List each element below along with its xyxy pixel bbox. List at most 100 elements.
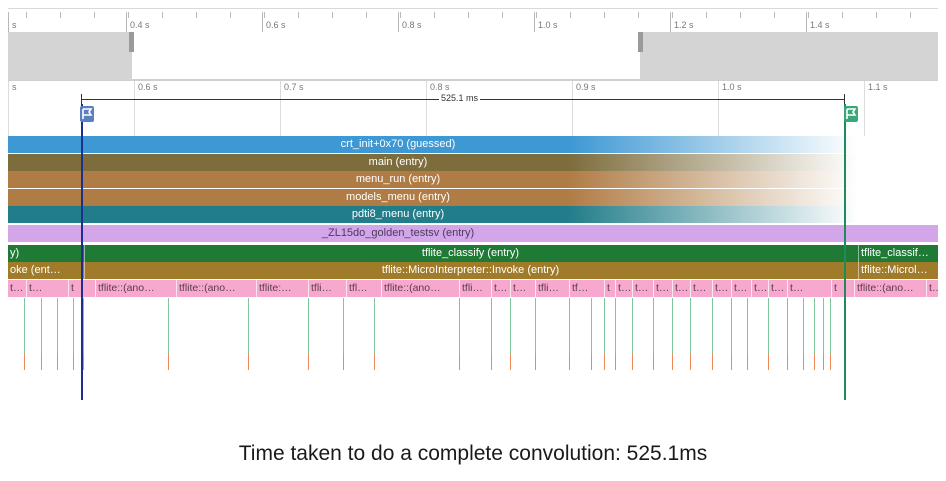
op-slice[interactable]: tfli… bbox=[459, 280, 491, 297]
invoke-main-slice[interactable]: tflite::MicroInterpreter::Invoke (entry) bbox=[84, 262, 856, 279]
op-slice[interactable]: t… bbox=[632, 280, 653, 297]
event-marker bbox=[653, 298, 654, 370]
trace-viewer[interactable]: s 0.4 s 0.6 s 0.8 s 1.0 s 1.2 s 1.4 s s 0.6 s 0.… bbox=[8, 8, 938, 400]
op-slice[interactable]: t… bbox=[787, 280, 831, 297]
call-stack-tracks[interactable]: crt_init+0x70 (guessed) main (entry) menu_… bbox=[8, 136, 938, 298]
event-marker bbox=[604, 298, 605, 370]
overview-left-handle[interactable] bbox=[129, 32, 134, 52]
overview-minor-tick bbox=[332, 12, 333, 18]
op-slice[interactable]: t… bbox=[751, 280, 768, 297]
event-marker bbox=[814, 298, 815, 370]
overview-minor-tick bbox=[808, 12, 809, 18]
op-slice[interactable]: t… bbox=[653, 280, 672, 297]
op-slice[interactable]: t… bbox=[926, 280, 938, 297]
event-marker bbox=[823, 298, 824, 370]
event-marker bbox=[672, 298, 673, 370]
event-marker bbox=[569, 298, 570, 370]
op-slice[interactable]: tflite::(ano… bbox=[854, 280, 926, 297]
duration-label: 525.1 ms bbox=[439, 93, 481, 103]
classify-right-slice[interactable]: tflite_classif… bbox=[858, 245, 938, 262]
overview-right-handle[interactable] bbox=[638, 32, 643, 52]
ruler-gridline bbox=[426, 80, 427, 136]
overview-minor-tick bbox=[162, 12, 163, 18]
end-flag-icon[interactable] bbox=[844, 106, 858, 122]
overview-major-tick bbox=[8, 12, 9, 32]
op-slice[interactable]: tflite::(ano… bbox=[95, 280, 176, 297]
overview-minor-tick bbox=[706, 12, 707, 18]
op-track[interactable]: t… t… t tflite::(ano… tflite::(ano… tflite:… t… bbox=[8, 280, 938, 297]
event-marker bbox=[731, 298, 732, 370]
op-slice[interactable]: tfli… bbox=[535, 280, 569, 297]
op-slice[interactable]: t bbox=[68, 280, 95, 297]
classify-track[interactable]: y) tflite_classify (entry) tflite_classif… bbox=[8, 245, 938, 262]
ruler-tick-label: 0.7 s bbox=[284, 82, 304, 92]
stack-frame-track[interactable]: crt_init+0x70 (guessed) bbox=[8, 136, 938, 153]
event-marker bbox=[24, 298, 25, 370]
classify-main-slice[interactable]: tflite_classify (entry) bbox=[84, 245, 856, 262]
event-marker bbox=[591, 298, 592, 370]
overview-tick-label: s bbox=[12, 20, 17, 30]
stack-frame-track[interactable]: _ZL15do_golden_testsv (entry) bbox=[8, 225, 938, 242]
stack-frame-track[interactable]: menu_run (entry) bbox=[8, 171, 938, 188]
event-marker bbox=[803, 298, 804, 370]
ruler-tick-label: 1.1 s bbox=[868, 82, 888, 92]
overview-minor-tick bbox=[570, 12, 571, 18]
op-slice[interactable]: tflite::(ano… bbox=[176, 280, 256, 297]
overview-strip[interactable] bbox=[8, 32, 938, 80]
op-slice[interactable]: t… bbox=[768, 280, 787, 297]
event-marker bbox=[787, 298, 788, 370]
caption: Time taken to do a complete convolution:… bbox=[238, 442, 708, 465]
stack-frame-label: main (entry) bbox=[368, 155, 428, 168]
op-slice[interactable]: t… bbox=[10, 282, 24, 294]
event-marker bbox=[830, 298, 831, 370]
event-marker bbox=[41, 298, 42, 370]
overview-minor-tick bbox=[26, 12, 27, 18]
overview-major-tick bbox=[126, 12, 127, 32]
invoke-left-slice[interactable]: oke (ent… bbox=[10, 264, 61, 276]
op-slice[interactable]: t… bbox=[712, 280, 731, 297]
op-slice[interactable]: t… bbox=[690, 280, 712, 297]
event-marker bbox=[168, 298, 169, 370]
stack-frame-track[interactable]: models_menu (entry) bbox=[8, 188, 938, 206]
invoke-right-slice[interactable]: tflite::Microl… bbox=[858, 262, 938, 279]
event-marker bbox=[690, 298, 691, 370]
overview-major-tick bbox=[398, 12, 399, 32]
op-slice[interactable]: t… bbox=[731, 280, 751, 297]
op-slice[interactable]: t… bbox=[510, 280, 535, 297]
overview-minor-tick bbox=[502, 12, 503, 18]
overview-minor-tick bbox=[230, 12, 231, 18]
op-slice[interactable]: t… bbox=[672, 280, 690, 297]
overview-minor-tick bbox=[638, 12, 639, 18]
start-cursor-line[interactable] bbox=[81, 104, 83, 400]
invoke-track[interactable]: oke (ent… tflite::MicroInterpreter::Invok… bbox=[8, 262, 938, 279]
overview-tick-label: 1.0 s bbox=[538, 20, 558, 30]
stack-frame-track[interactable]: pdti8_menu (entry) bbox=[8, 206, 938, 223]
ruler-tick-label: 1.0 s bbox=[722, 82, 742, 92]
ruler-baseline bbox=[8, 80, 938, 81]
op-slice[interactable]: t… bbox=[491, 280, 510, 297]
op-slice[interactable]: tfl… bbox=[346, 280, 381, 297]
stack-frame-track[interactable]: main (entry) bbox=[8, 153, 938, 171]
overview-major-tick bbox=[670, 12, 671, 32]
ruler-tick-label: s bbox=[12, 82, 17, 92]
ruler-gridline bbox=[718, 80, 719, 136]
ruler-gridline bbox=[8, 80, 9, 136]
overview-major-tick bbox=[806, 12, 807, 32]
op-slice[interactable]: tf… bbox=[569, 280, 604, 297]
start-flag-icon[interactable] bbox=[80, 106, 94, 122]
op-slice[interactable]: tflite:… bbox=[256, 280, 308, 297]
op-slice[interactable]: tflite::(ano… bbox=[381, 280, 459, 297]
ruler-tick-label: 0.6 s bbox=[138, 82, 158, 92]
op-slice[interactable]: tfli… bbox=[308, 280, 346, 297]
op-slice[interactable]: t bbox=[831, 280, 854, 297]
op-slice[interactable]: t… bbox=[26, 280, 68, 297]
event-marker bbox=[459, 298, 460, 370]
op-slice[interactable]: t bbox=[604, 280, 615, 297]
op-slice[interactable]: t… bbox=[615, 280, 632, 297]
classify-left-slice[interactable]: y) bbox=[10, 247, 20, 259]
end-cursor-line[interactable] bbox=[844, 104, 846, 400]
overview-major-tick bbox=[262, 12, 263, 32]
stack-frame-label: crt_init+0x70 (guessed) bbox=[340, 138, 456, 150]
overview-minor-tick bbox=[672, 12, 673, 18]
stack-frame-label: menu_run (entry) bbox=[355, 173, 441, 185]
